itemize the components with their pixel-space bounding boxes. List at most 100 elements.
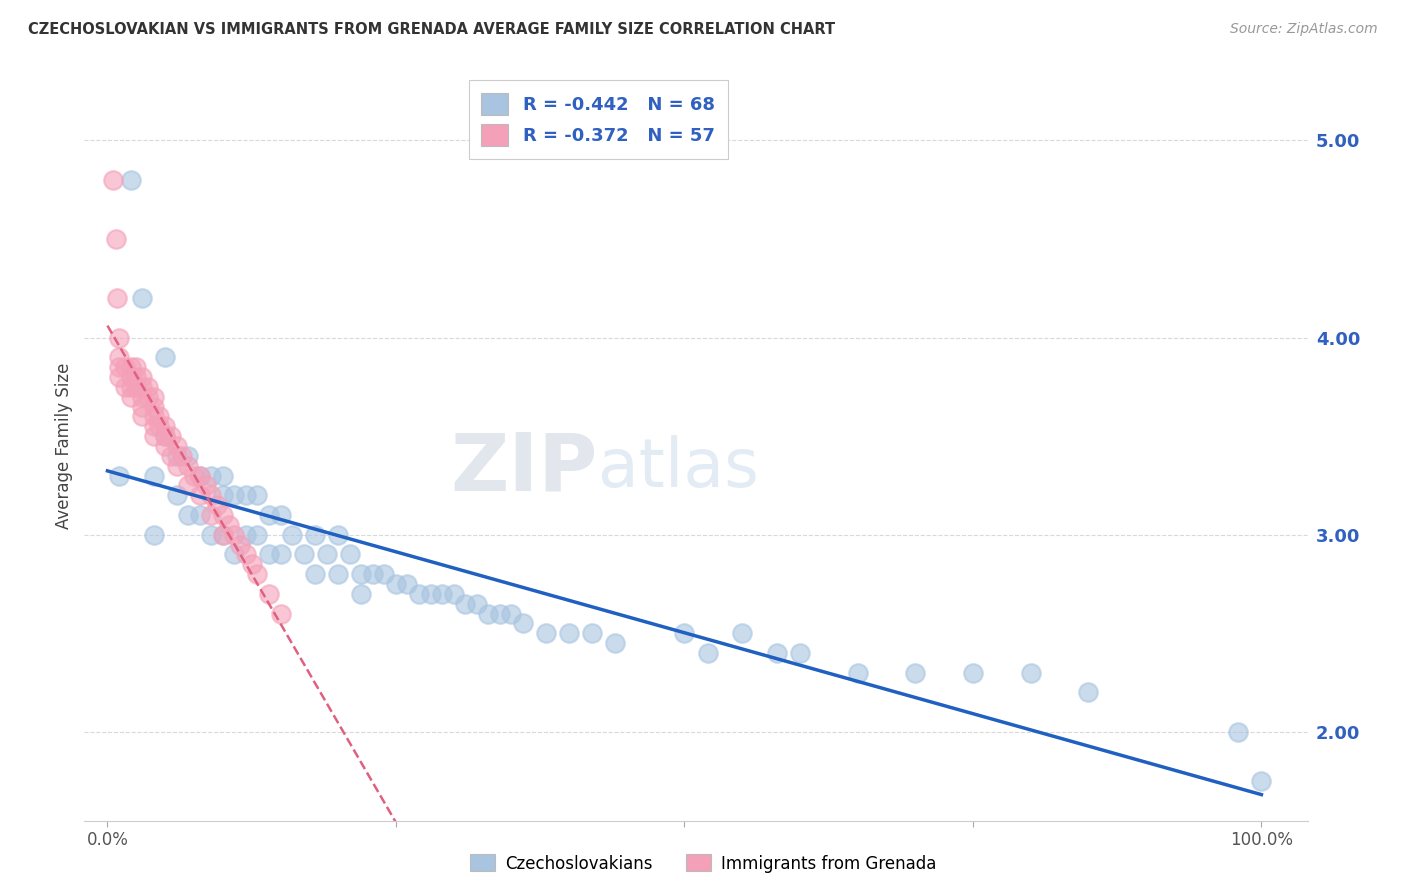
Point [177,449,200,463]
Point [673,626,696,640]
Text: atlas: atlas [598,435,759,501]
Legend: R = -0.442   N = 68, R = -0.372   N = 57: R = -0.442 N = 68, R = -0.372 N = 57 [468,80,727,159]
Point [270,508,292,522]
Point [148,409,170,424]
Point [105,291,128,305]
Point [142,429,165,443]
Point [240,558,263,572]
Point [304,527,326,541]
Point [211,508,233,522]
Point [108,370,131,384]
Point [488,607,510,621]
Point [153,429,176,443]
Point [281,527,304,541]
Point [188,508,211,522]
Point [136,380,159,394]
Text: CZECHOSLOVAKIAN VS IMMIGRANTS FROM GRENADA AVERAGE FAMILY SIZE CORRELATION CHART: CZECHOSLOVAKIAN VS IMMIGRANTS FROM GRENA… [28,22,835,37]
Point [270,607,292,621]
Point [1019,665,1042,680]
Point [696,646,718,660]
Point [142,468,165,483]
Point [1227,725,1250,739]
Point [131,409,153,424]
Point [443,587,465,601]
Point [846,665,869,680]
Point [789,646,811,660]
Y-axis label: Average Family Size: Average Family Size [55,363,73,529]
Point [200,488,222,502]
Point [731,626,754,640]
Point [501,607,523,621]
Point [581,626,603,640]
Point [114,380,136,394]
Point [328,567,350,582]
Point [257,587,280,601]
Point [125,360,148,375]
Point [120,390,142,404]
Point [962,665,984,680]
Point [304,567,326,582]
Point [166,439,188,453]
Point [188,488,211,502]
Point [211,488,233,502]
Point [350,587,373,601]
Point [385,577,408,591]
Point [142,409,165,424]
Point [188,468,211,483]
Point [108,351,131,365]
Point [419,587,441,601]
Point [361,567,384,582]
Point [396,577,419,591]
Point [142,419,165,434]
Point [534,626,557,640]
Point [229,538,252,552]
Point [103,173,125,187]
Point [235,488,257,502]
Point [194,478,217,492]
Point [108,360,131,375]
Point [246,527,269,541]
Point [1250,774,1272,789]
Point [153,439,176,453]
Point [108,330,131,344]
Legend: Czechoslovakians, Immigrants from Grenada: Czechoslovakians, Immigrants from Grenad… [463,847,943,880]
Point [328,527,350,541]
Point [246,488,269,502]
Point [904,665,927,680]
Point [177,458,200,473]
Point [200,527,222,541]
Point [224,527,246,541]
Point [1077,685,1099,699]
Point [120,173,142,187]
Point [108,468,131,483]
Point [218,517,240,532]
Point [477,607,499,621]
Point [211,468,233,483]
Point [131,370,153,384]
Point [153,429,176,443]
Point [224,488,246,502]
Point [200,468,222,483]
Point [148,419,170,434]
Point [605,636,627,650]
Point [350,567,373,582]
Point [125,370,148,384]
Point [160,429,183,443]
Point [339,548,361,562]
Point [153,419,176,434]
Point [205,498,228,512]
Point [270,548,292,562]
Point [211,527,233,541]
Point [200,508,222,522]
Point [454,597,477,611]
Point [246,567,269,582]
Point [235,527,257,541]
Point [160,449,183,463]
Point [125,380,148,394]
Point [166,458,188,473]
Point [257,548,280,562]
Point [188,468,211,483]
Point [177,508,200,522]
Point [131,400,153,414]
Text: ZIP: ZIP [451,429,598,508]
